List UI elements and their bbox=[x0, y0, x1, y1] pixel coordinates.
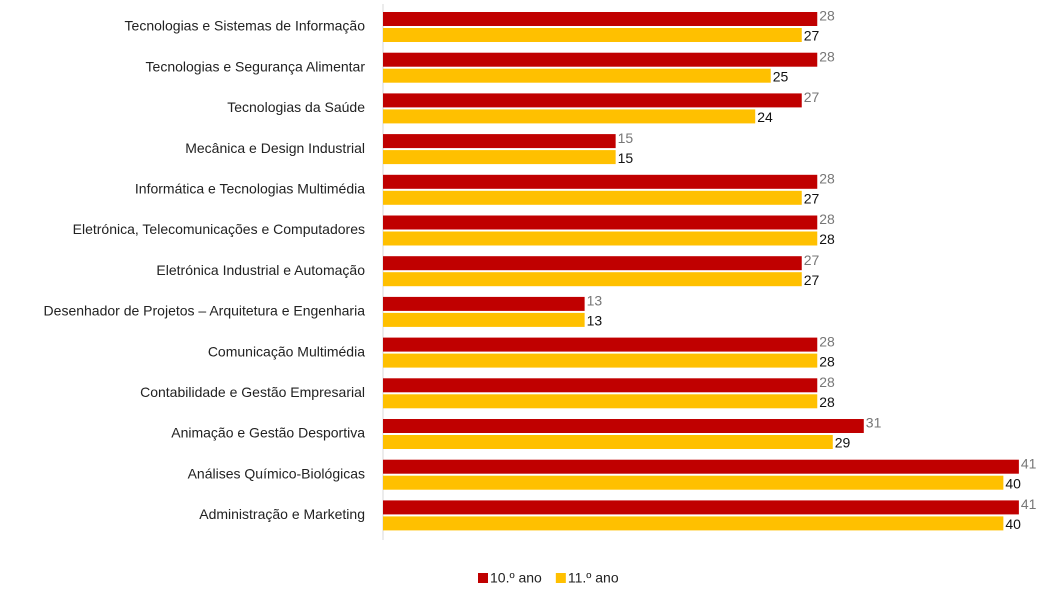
bar bbox=[383, 516, 1004, 531]
value-label: 27 bbox=[804, 191, 820, 207]
value-label: 31 bbox=[866, 415, 882, 431]
bar bbox=[383, 150, 616, 165]
value-label: 27 bbox=[804, 89, 820, 105]
legend-label: 10.º ano bbox=[490, 570, 542, 586]
category-label: Informática e Tecnologias Multimédia bbox=[135, 181, 365, 197]
bar bbox=[383, 28, 802, 42]
bar bbox=[383, 500, 1019, 515]
value-label: 40 bbox=[1005, 516, 1021, 532]
bar bbox=[383, 68, 771, 83]
bar bbox=[383, 378, 818, 393]
bar bbox=[383, 475, 1004, 490]
category-label: Tecnologias e Segurança Alimentar bbox=[146, 58, 366, 74]
value-label: 13 bbox=[587, 293, 603, 309]
bar bbox=[383, 256, 802, 271]
category-label: Contabilidade e Gestão Empresarial bbox=[140, 384, 365, 400]
category-label: Tecnologias da Saúde bbox=[227, 99, 365, 115]
bar bbox=[383, 435, 833, 449]
value-label: 29 bbox=[835, 435, 851, 451]
value-label: 41 bbox=[1021, 455, 1037, 471]
value-label: 28 bbox=[819, 171, 835, 187]
value-label: 28 bbox=[819, 374, 835, 390]
category-label: Análises Químico-Biológicas bbox=[188, 465, 365, 481]
value-label: 40 bbox=[1005, 475, 1021, 491]
value-label: 28 bbox=[819, 394, 835, 410]
value-label: 28 bbox=[819, 333, 835, 349]
value-label: 41 bbox=[1021, 496, 1037, 512]
category-label: Desenhador de Projetos – Arquitetura e E… bbox=[44, 303, 366, 319]
bar bbox=[383, 272, 802, 287]
bar bbox=[383, 93, 802, 108]
value-label: 28 bbox=[819, 231, 835, 247]
value-label: 24 bbox=[757, 109, 773, 125]
bar bbox=[383, 337, 818, 352]
bar bbox=[383, 215, 818, 230]
value-label: 27 bbox=[804, 252, 820, 268]
bar bbox=[383, 190, 802, 205]
value-label: 13 bbox=[587, 313, 603, 329]
bar bbox=[383, 174, 818, 189]
bar bbox=[383, 312, 585, 327]
bar bbox=[383, 459, 1019, 474]
legend-swatch bbox=[555, 573, 566, 583]
bar bbox=[383, 109, 756, 124]
value-label: 28 bbox=[819, 48, 835, 64]
value-label: 15 bbox=[618, 150, 634, 166]
bar bbox=[383, 134, 616, 149]
value-label: 27 bbox=[804, 272, 820, 288]
category-label: Mecânica e Design Industrial bbox=[185, 140, 365, 156]
category-label: Eletrónica, Telecomunicações e Computado… bbox=[73, 221, 365, 237]
bar bbox=[383, 296, 585, 311]
category-label: Eletrónica Industrial e Automação bbox=[156, 262, 365, 278]
value-label: 25 bbox=[773, 68, 789, 84]
bar bbox=[383, 12, 818, 26]
value-label: 28 bbox=[819, 353, 835, 369]
bar bbox=[383, 353, 818, 368]
category-label: Animação e Gestão Desportiva bbox=[171, 425, 365, 441]
bar bbox=[383, 394, 818, 409]
category-label: Tecnologias e Sistemas de Informação bbox=[125, 18, 366, 34]
category-label: Administração e Marketing bbox=[199, 506, 365, 522]
value-label: 28 bbox=[819, 211, 835, 227]
bar bbox=[383, 231, 818, 246]
legend-swatch bbox=[478, 573, 488, 583]
value-label: 28 bbox=[819, 8, 835, 24]
category-label: Comunicação Multimédia bbox=[208, 343, 365, 359]
value-label: 27 bbox=[804, 28, 820, 44]
legend-label: 11.º ano bbox=[568, 570, 619, 586]
bar bbox=[383, 419, 864, 433]
bar bbox=[383, 52, 818, 67]
value-label: 15 bbox=[618, 130, 634, 146]
